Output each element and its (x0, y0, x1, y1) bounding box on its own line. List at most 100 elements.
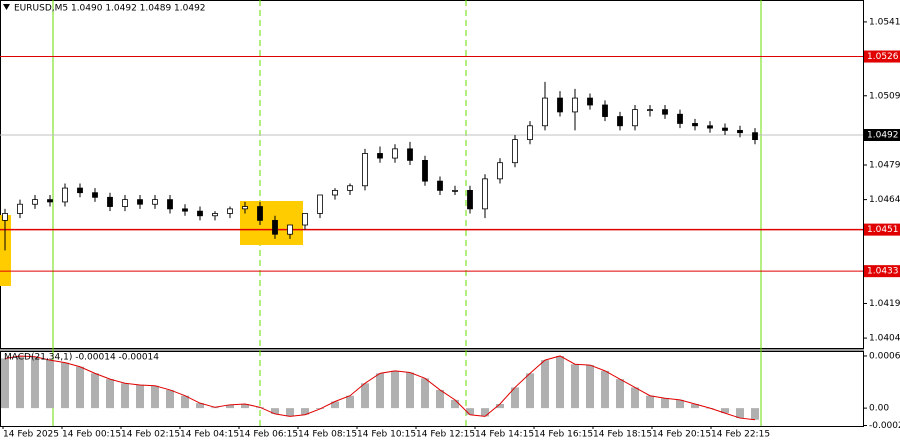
macd-bar (661, 398, 669, 409)
candle-body (242, 206, 248, 210)
x-tick-label: 14 Feb 04:15 (180, 430, 239, 440)
macd-bar (631, 387, 639, 409)
macd-bar (331, 401, 339, 409)
candle-body (422, 159, 428, 182)
macd-bar (1, 358, 9, 409)
x-tick-label: 14 Feb 20:15 (652, 430, 711, 440)
candle-body (752, 132, 758, 141)
candle-body (542, 97, 548, 127)
macd-bar (511, 387, 519, 409)
price-level-box (864, 265, 900, 278)
candle-body (287, 224, 293, 235)
candle-body (212, 213, 218, 217)
candle-body (452, 189, 458, 192)
macd-bar (106, 379, 114, 409)
y-tick-label: 1.0479 (869, 161, 900, 171)
macd-bar (481, 408, 489, 417)
macd-bar (451, 399, 459, 409)
macd-bar (466, 408, 474, 415)
price-level-label: 1.0526 (867, 52, 899, 62)
y-tick-label: 1.0464 (869, 195, 900, 205)
x-tick-label: 14 Feb 08:15 (298, 430, 357, 440)
candle-body (602, 104, 608, 117)
candle-body (2, 213, 8, 221)
macd-bar (301, 408, 309, 415)
candle-body (167, 199, 173, 210)
macd-signal-line (4, 355, 756, 421)
candle-body (272, 219, 278, 235)
macd-bar (601, 370, 609, 409)
candle-body (512, 139, 518, 164)
candle-body (497, 162, 503, 180)
candle-body (302, 213, 308, 226)
macd-bar (76, 366, 84, 409)
candle-body (47, 199, 53, 203)
plot (0, 56, 863, 421)
candle-body (107, 196, 113, 207)
y-tick-label: 1.0509 (869, 91, 900, 101)
candle-body (377, 153, 383, 159)
macd-bar (646, 395, 654, 409)
y-tick-label: 1.0404 (869, 334, 900, 344)
macd-bar (586, 365, 594, 409)
candle-body (347, 185, 353, 191)
candle-body (662, 109, 668, 115)
candle-body (122, 199, 128, 207)
macd-bar (121, 383, 129, 409)
macd-bar (421, 378, 429, 409)
macd-bar (286, 408, 294, 417)
price-level-label: 1.0451 (867, 225, 899, 235)
x-tick-label: 14 Feb 06:15 (239, 430, 298, 440)
x-tick-label: 14 Feb 14:15 (475, 430, 534, 440)
x-tick-label: 14 Feb 22:15 (711, 430, 770, 440)
macd-bar (46, 360, 54, 409)
macd-y-tick-label: -0.00021 (869, 421, 900, 431)
macd-bar (31, 356, 39, 409)
macd-bar (406, 372, 414, 409)
x-tick-label: 14 Feb 00:15 (62, 430, 121, 440)
macd-label: MACD(21,34,1) -0.00014 -0.00014 (4, 353, 159, 363)
macd-bar (151, 385, 159, 409)
candle-body (437, 180, 443, 191)
macd-bar (166, 389, 174, 409)
macd-bar (241, 403, 249, 409)
macd-bar (226, 404, 234, 409)
candle-body (152, 199, 158, 205)
candle-body (182, 208, 188, 212)
macd-bar (721, 408, 729, 414)
macd-bar (541, 360, 549, 409)
candle-body (737, 129, 743, 134)
y-tick-label: 1.0541 (869, 17, 900, 27)
macd-bar (376, 373, 384, 409)
candle-body (62, 187, 68, 203)
macd-bar (616, 379, 624, 409)
macd-bar (361, 383, 369, 409)
price-level-label: 1.0433 (867, 267, 899, 277)
candle-body (557, 97, 563, 113)
title-icon (3, 4, 10, 10)
x-tick-label: 14 Feb 16:15 (534, 430, 593, 440)
candle-body (317, 194, 323, 214)
chart-title: EURUSD,M5 1.0490 1.0492 1.0489 1.0492 (14, 4, 206, 14)
candle-body (137, 199, 143, 205)
macd-bar (526, 373, 534, 409)
macd-bar (91, 373, 99, 409)
candle-body (32, 199, 38, 205)
main-frame (0, 0, 864, 349)
price-level-box (864, 129, 900, 141)
candle-body (677, 113, 683, 124)
candle-body (332, 189, 338, 196)
macd-bar (16, 355, 24, 409)
candle-body (587, 97, 593, 106)
macd-bar (691, 403, 699, 409)
macd-frame (0, 351, 864, 427)
candle-body (692, 123, 698, 127)
candle-body (707, 125, 713, 129)
macd-y-tick-label: 0.00063 (869, 351, 900, 361)
macd-bar (181, 395, 189, 409)
candle-body (572, 97, 578, 113)
macd-bar (496, 403, 504, 409)
macd-bar (556, 355, 564, 409)
y-tick-label: 1.0419 (869, 299, 900, 309)
